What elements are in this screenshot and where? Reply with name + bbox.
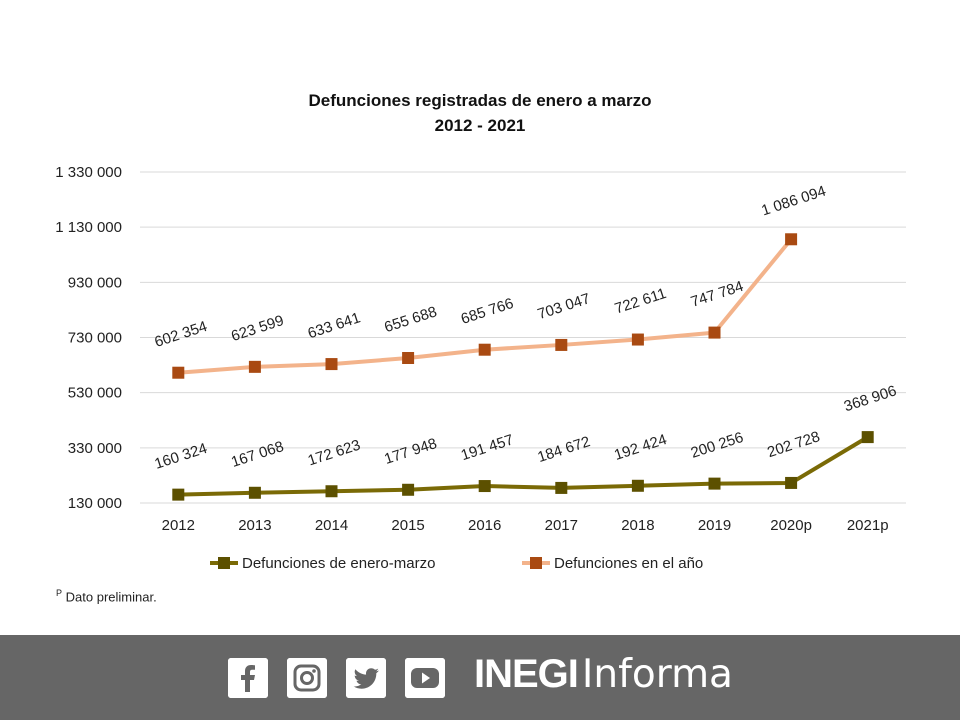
footer-bar (0, 635, 960, 720)
y-tick-label: 930 000 (68, 274, 122, 291)
y-tick-label: 1 130 000 (55, 219, 122, 236)
data-point-marker (861, 431, 874, 444)
x-tick-label: 2014 (315, 517, 348, 534)
legend-marker (530, 557, 542, 569)
data-point-marker (325, 358, 338, 371)
data-point-marker (631, 333, 644, 346)
data-label: 722 611 (613, 285, 669, 318)
brand-light: Informa (581, 652, 733, 697)
footnote: P Dato preliminar. (56, 588, 157, 604)
data-label: 191 457 (459, 431, 516, 464)
instagram-icon[interactable] (287, 658, 327, 698)
footnote-marker: P (56, 588, 63, 598)
y-axis-ticks: 1 330 000 1 130 000 930 000 730 000 530 000 3… (55, 164, 122, 512)
x-tick-label: 2013 (238, 517, 271, 534)
data-point-marker (708, 477, 721, 490)
data-label: 685 766 (459, 295, 516, 328)
data-point-marker (785, 233, 798, 246)
x-axis-ticks: 2012 2013 2014 2015 2016 2017 2018 2019 2020p 202… (162, 517, 889, 534)
data-point-marker (248, 486, 261, 499)
x-tick-label: 2012 (162, 517, 195, 534)
data-label: 202 728 (765, 428, 822, 461)
twitter-icon[interactable] (346, 658, 386, 698)
legend-label: Defunciones de enero-marzo (242, 555, 435, 572)
data-point-marker (402, 483, 415, 496)
data-label: 602 354 (152, 318, 209, 351)
data-label: 1 086 094 (759, 183, 828, 220)
data-label: 623 599 (229, 312, 286, 345)
x-tick-label: 2019 (698, 517, 731, 534)
series-lines (172, 233, 874, 501)
x-tick-label: 2020p (770, 517, 812, 534)
data-point-marker (708, 326, 721, 339)
y-tick-label: 730 000 (68, 330, 122, 347)
chart-area: Defunciones registradas de enero a marzo… (55, 91, 906, 605)
data-point-marker (172, 488, 185, 501)
gridlines (140, 171, 906, 504)
x-tick-label: 2018 (621, 517, 654, 534)
data-labels: 160 324 167 068 172 623 177 948 191 457 184 6… (152, 183, 898, 473)
data-label: 200 256 (689, 429, 746, 462)
data-point-marker (325, 485, 338, 498)
legend: Defunciones de enero-marzo Defunciones en… (210, 555, 703, 572)
data-label: 160 324 (152, 440, 209, 473)
x-tick-label: 2015 (391, 517, 424, 534)
x-tick-label: 2016 (468, 517, 501, 534)
chart-subtitle: 2012 - 2021 (434, 116, 526, 135)
data-label: 703 047 (535, 290, 592, 323)
data-label: 655 688 (382, 303, 439, 336)
inegi-informa-logo: INEGI Informa (474, 652, 733, 700)
y-tick-label: 530 000 (68, 385, 122, 402)
legend-marker (218, 557, 230, 569)
legend-label: Defunciones en el año (554, 555, 703, 572)
data-point-marker (631, 479, 644, 492)
footnote-text: Dato preliminar. (65, 589, 157, 605)
data-label: 184 672 (535, 433, 592, 466)
x-tick-label: 2017 (545, 517, 578, 534)
youtube-icon[interactable] (405, 658, 445, 698)
data-point-marker (248, 360, 261, 373)
data-point-marker (555, 338, 568, 351)
data-label: 167 068 (229, 438, 286, 471)
data-point-marker (785, 476, 798, 489)
data-point-marker (478, 480, 491, 493)
data-point-marker (478, 343, 491, 356)
data-label: 172 623 (306, 436, 363, 469)
y-tick-label: 330 000 (68, 440, 122, 457)
chart-title: Defunciones registradas de enero a marzo (308, 91, 652, 110)
data-label: 177 948 (382, 435, 439, 468)
data-label: 368 906 (842, 382, 899, 415)
facebook-icon[interactable] (228, 658, 268, 698)
data-point-marker (172, 366, 185, 379)
line-chart: 1 330 000 1 130 000 930 000 730 000 530 000 3… (55, 164, 906, 572)
y-tick-label: 130 000 (68, 495, 122, 512)
y-tick-label: 1 330 000 (55, 164, 122, 181)
series-line (178, 435, 869, 497)
data-point-marker (402, 351, 415, 364)
data-label: 192 424 (612, 431, 669, 464)
data-point-marker (555, 481, 568, 494)
brand-bold: INEGI (474, 652, 579, 696)
x-tick-label: 2021p (847, 517, 889, 534)
